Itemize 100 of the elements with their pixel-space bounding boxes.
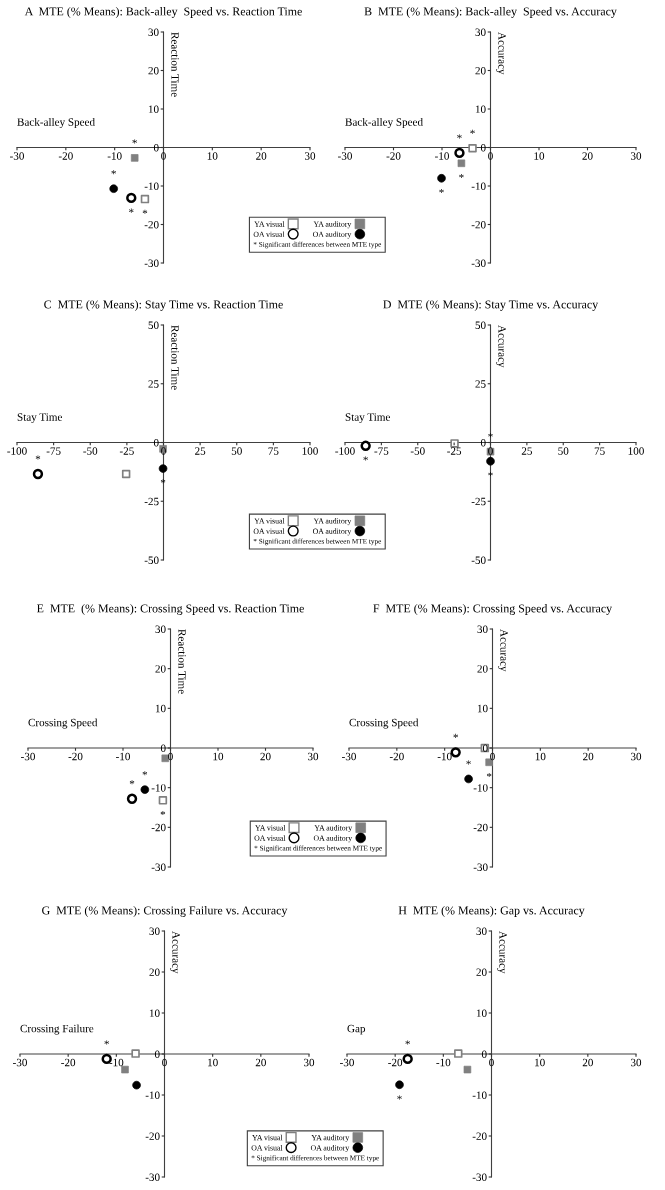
y-axis-title: Accuracy [496,32,506,75]
y-tick-label: 25 [475,380,486,388]
y-axis-title: Accuracy [497,931,507,974]
y-tick-label: -20 [151,823,166,832]
x-tick-label: 0 [488,152,493,160]
x-tick-label: -20 [386,152,401,160]
x-tick-label: 50 [558,447,569,455]
x-tick-label: 75 [594,447,605,455]
annotation: * [363,456,368,461]
x-tick-label: -10 [437,752,452,761]
x-tick-label: -25 [447,447,462,455]
point [158,796,168,805]
y-tick-label: -10 [145,1091,160,1099]
x-tick-label: -10 [107,152,122,160]
y-tick-label: -20 [471,220,486,229]
annotation: * [35,455,41,460]
x-tick-label: 25 [521,447,532,455]
y-tick-label: 20 [148,66,159,75]
x-tick-label: -100 [7,447,27,455]
y-tick-label: -20 [145,1132,160,1140]
y-tick-label: 0 [160,744,166,752]
y-tick-label: -10 [472,1091,487,1099]
x-tick-label: 0 [489,1058,494,1067]
y-tick-label: -50 [144,556,159,564]
y-tick-label: 10 [477,704,488,713]
chart-title: C MTE (% Means): Stay Time vs. Reaction Time [44,300,283,311]
y-tick-label: -30 [151,863,166,871]
x-tick-label: 20 [256,152,267,160]
x-axis-title: Stay Time [345,413,391,424]
y-tick-label: 30 [475,28,486,36]
x-tick-label: -20 [58,152,73,160]
y-tick-label: -10 [471,182,486,190]
annotation: * [439,188,444,194]
x-tick-label: -30 [13,1058,27,1067]
x-tick-label: -10 [436,1058,451,1067]
point [131,1049,140,1058]
annotation: * [129,208,134,213]
y-tick-label: -20 [473,823,488,832]
x-tick-label: 10 [535,1058,545,1067]
x-tick-label: -50 [410,447,425,455]
y-axis-title: Reaction Time [178,629,186,694]
point [360,440,371,451]
y-tick-label: 30 [155,625,166,633]
x-tick-label: -10 [116,752,130,761]
y-tick-label: 0 [153,438,159,447]
point [126,793,138,804]
y-tick-label: 20 [477,665,488,673]
chart-title: H MTE (% Means): Gap vs. Accuracy [398,906,585,917]
x-tick-label: -30 [10,152,24,160]
y-tick-label: -30 [473,863,488,871]
x-axis-title: Crossing Failure [20,1024,94,1035]
x-tick-label: -30 [342,752,356,761]
x-axis-title: Crossing Speed [349,718,419,729]
x-axis-title: Stay Time [17,413,63,424]
y-tick-label: 0 [482,744,488,752]
y-tick-label: 20 [476,968,487,976]
x-tick-label: -75 [374,447,389,455]
y-axis-title: Accuracy [170,931,180,974]
annotation: * [488,471,493,477]
annotation: * [111,170,116,175]
annotation: * [104,1040,109,1045]
y-tick-label: 10 [148,105,159,113]
x-tick-label: 10 [207,152,218,160]
x-tick-label: 50 [231,447,242,455]
x-tick-label: 30 [630,752,642,761]
x-tick-label: -10 [435,152,449,160]
y-tick-label: -30 [472,1173,487,1181]
x-tick-label: -20 [389,752,404,761]
annotation: * [457,134,462,139]
y-tick-label: 10 [155,704,166,713]
y-tick-label: 30 [477,625,488,633]
annotation: * [142,771,148,776]
y-tick-label: -20 [144,220,159,229]
x-tick-label: 20 [582,1058,593,1067]
y-tick-label: -10 [151,784,166,792]
chart-title: E MTE (% Means): Crossing Speed vs. Reaction Time [36,604,304,615]
y-tick-label: -10 [473,784,488,792]
annotation: * [486,772,492,778]
x-tick-label: -30 [340,1058,354,1067]
x-tick-label: -25 [119,447,134,455]
x-tick-label: 75 [268,447,279,455]
x-tick-label: 20 [582,152,593,160]
point [454,1049,463,1058]
x-tick-label: 30 [304,152,316,160]
point [121,469,131,479]
y-tick-label: 0 [481,1050,487,1058]
x-tick-label: 10 [208,1058,218,1067]
x-axis-title: Back-alley Speed [345,117,423,129]
x-tick-label: -30 [21,752,35,761]
y-tick-label: 20 [475,66,486,75]
annotation: * [129,780,135,785]
y-axis-title: Accuracy [496,325,506,368]
annotation: * [132,139,137,144]
x-axis-title: Gap [347,1024,366,1035]
chart-title: D MTE (% Means): Stay Time vs. Accuracy [383,300,599,311]
annotation: * [160,811,166,816]
x-axis-title: Back-alley Speed [17,117,95,129]
x-tick-label: 20 [255,1058,266,1067]
y-tick-label: -30 [471,259,486,267]
x-tick-label: -50 [83,447,98,455]
